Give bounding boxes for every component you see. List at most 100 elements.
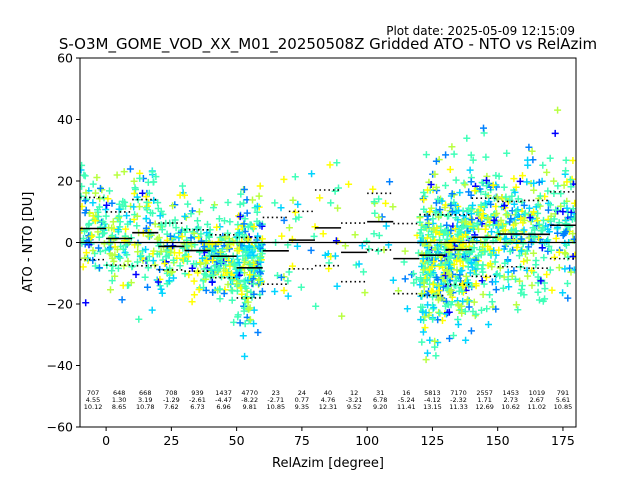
data-point (170, 274, 177, 282)
data-point (432, 209, 440, 217)
data-point (333, 159, 341, 167)
data-point (167, 248, 175, 256)
data-point (502, 193, 510, 201)
data-point (567, 268, 575, 276)
data-point (288, 235, 296, 243)
data-point (499, 284, 507, 292)
data-point (144, 232, 152, 240)
data-point (563, 204, 571, 212)
data-point (528, 147, 536, 155)
data-point (256, 221, 264, 229)
data-point (401, 275, 409, 283)
data-point (188, 298, 196, 306)
data-point (535, 220, 543, 228)
data-point (363, 237, 371, 245)
data-point (157, 221, 165, 229)
data-point (386, 178, 394, 186)
data-point (157, 248, 165, 256)
data-point (452, 176, 460, 184)
data-point (543, 237, 551, 245)
data-point (459, 262, 467, 270)
data-point (559, 231, 567, 239)
data-point (540, 254, 548, 262)
data-point (187, 234, 195, 242)
data-point (443, 284, 451, 292)
data-point (493, 210, 501, 217)
data-point (465, 242, 473, 250)
data-point (560, 199, 568, 207)
bin-mean-label: -5.24 (398, 396, 415, 404)
bin-std-label: 10.78 (136, 403, 155, 411)
data-point (545, 242, 553, 250)
bin-count-label: 5813 (424, 389, 441, 397)
data-point (115, 205, 123, 213)
data-point (442, 151, 450, 159)
data-point (308, 170, 316, 178)
data-point (116, 254, 124, 262)
bin-std-label: 13.15 (423, 403, 442, 411)
data-point (436, 206, 444, 214)
data-point (486, 291, 494, 299)
data-point (142, 215, 150, 222)
data-point (555, 248, 563, 256)
data-point (432, 199, 440, 207)
data-point (551, 129, 559, 137)
data-point (97, 184, 104, 192)
bin-std-label: 10.85 (266, 403, 285, 411)
data-point (527, 238, 535, 246)
data-point (82, 249, 90, 257)
data-point (108, 199, 116, 207)
bin-mean-label: 2.67 (530, 396, 544, 404)
data-point (447, 227, 455, 234)
data-point (534, 273, 542, 281)
data-point (460, 212, 467, 220)
data-point (429, 215, 437, 223)
data-point (448, 143, 456, 151)
data-point (250, 223, 258, 231)
data-point (132, 186, 139, 193)
data-point (149, 257, 157, 265)
data-point (94, 228, 102, 236)
data-point (507, 226, 515, 234)
data-point (434, 195, 442, 203)
bin-count-label: 7170 (450, 389, 467, 397)
bin-std-label: 10.12 (84, 403, 103, 411)
bin-mean-label: 0.77 (295, 396, 309, 404)
data-point (80, 239, 86, 247)
y-tick-label: −60 (47, 420, 73, 435)
data-point (564, 294, 572, 302)
data-point (156, 282, 164, 290)
data-point (141, 273, 149, 281)
y-axis: −60 −40 −20 0 20 40 60 (47, 51, 80, 435)
data-point (458, 309, 466, 317)
data-point (459, 222, 467, 230)
data-point (235, 259, 243, 267)
data-point (280, 216, 288, 224)
data-point (389, 276, 397, 284)
data-point (503, 149, 511, 157)
data-point (459, 288, 467, 296)
data-point (234, 311, 242, 319)
data-point (429, 280, 437, 288)
data-point (448, 190, 456, 198)
data-point (211, 262, 219, 270)
data-point (462, 256, 470, 264)
data-point (240, 199, 248, 207)
bin-std-label: 10.85 (554, 403, 573, 411)
data-point (80, 161, 86, 169)
data-point (569, 157, 576, 164)
data-point (443, 221, 451, 229)
data-point (127, 279, 135, 287)
data-point (130, 190, 138, 197)
data-point (420, 189, 428, 196)
data-point (530, 249, 537, 257)
data-point (258, 235, 266, 243)
data-point (102, 212, 110, 220)
data-point (175, 234, 183, 242)
data-point (254, 232, 262, 240)
data-point (454, 321, 462, 328)
data-point (143, 257, 151, 265)
data-point (506, 247, 514, 255)
